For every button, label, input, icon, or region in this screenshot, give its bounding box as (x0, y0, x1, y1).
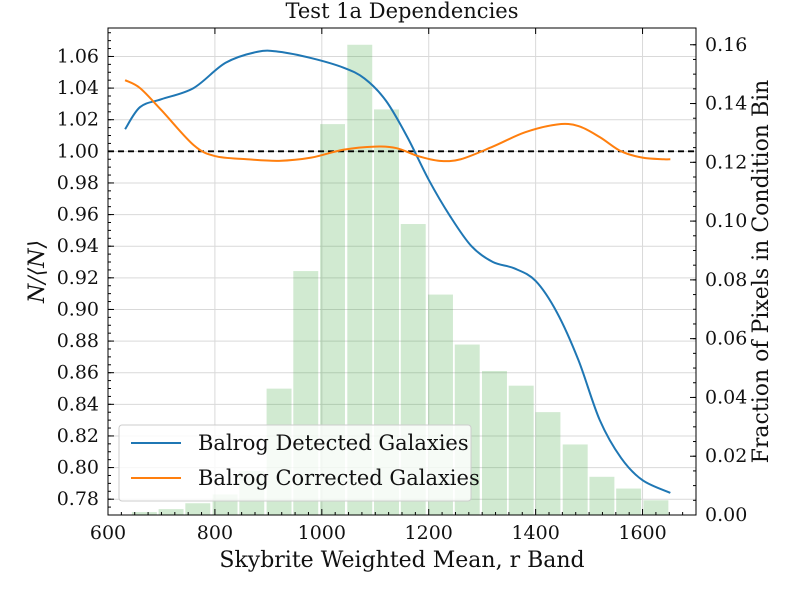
histogram-bar (616, 488, 642, 515)
chart-title: Test 1a Dependencies (286, 0, 519, 23)
y-axis-right-label: Fraction of Pixels in Condition Bin (749, 80, 774, 464)
x-tick-label: 1000 (298, 522, 346, 544)
y-right-tick-label: 0.12 (705, 151, 747, 173)
y-right-tick-label: 0.04 (705, 386, 747, 408)
x-tick-label: 1200 (405, 522, 453, 544)
histogram-bar (508, 385, 534, 515)
y-left-tick-label: 0.88 (57, 330, 99, 352)
y-left-tick-label: 0.86 (57, 362, 99, 384)
histogram-bar (562, 444, 588, 515)
series-lines (124, 49, 671, 494)
legend-label-detected: Balrog Detected Galaxies (198, 431, 469, 455)
y-left-tick-label: 0.78 (57, 488, 99, 510)
y-left-tick-label: 0.80 (57, 457, 99, 479)
y-left-tick-label: 0.84 (57, 393, 99, 415)
y-right-tick-label: 0.06 (705, 328, 747, 350)
y-right-tick-label: 0.00 (705, 504, 747, 526)
y-right-tick-label: 0.02 (705, 445, 747, 467)
y-left-tick-label: 0.92 (57, 267, 99, 289)
y-right-tick-label: 0.10 (705, 210, 747, 232)
histogram-bar (535, 412, 561, 515)
y-left-tick-label: 1.00 (57, 140, 99, 162)
y-right-tick-label: 0.08 (705, 269, 747, 291)
y-right-tick-label: 0.16 (705, 34, 747, 56)
series-line-corrected (124, 79, 671, 163)
histogram-bar (589, 476, 615, 515)
y-right-tick-label: 0.14 (705, 93, 747, 115)
histogram-bar (131, 512, 157, 515)
histogram-bar (643, 500, 669, 515)
y-left-tick-label: 1.04 (57, 77, 99, 99)
y-left-tick-label: 0.98 (57, 172, 99, 194)
y-left-tick-label: 0.96 (57, 204, 99, 226)
legend-box (118, 424, 472, 502)
legend-label-corrected: Balrog Corrected Galaxies (198, 466, 480, 490)
y-left-tick-label: 0.90 (57, 298, 99, 320)
series-line-detected (124, 49, 671, 494)
axis-ticks: 600 800 1000 1200 1400 1600 0.78 0.80 0.82 0.84 0.… (57, 28, 747, 544)
histogram-bar (482, 370, 507, 515)
histogram-bar (158, 509, 184, 515)
y-left-tick-label: 0.82 (57, 425, 99, 447)
x-tick-label: 600 (90, 522, 126, 544)
histogram-bar (185, 503, 211, 515)
x-axis-label: Skybrite Weighted Mean, r Band (219, 548, 584, 573)
y-left-tick-label: 1.06 (57, 45, 99, 67)
y-axis-left-label: N/⟨N⟩ (25, 240, 50, 304)
x-tick-label: 1400 (511, 522, 559, 544)
legend: Balrog Detected Galaxies Balrog Correcte… (118, 424, 480, 502)
x-tick-label: 800 (197, 522, 233, 544)
y-left-tick-label: 1.02 (57, 109, 99, 131)
x-tick-label: 1600 (618, 522, 666, 544)
y-left-tick-label: 0.94 (57, 235, 99, 257)
